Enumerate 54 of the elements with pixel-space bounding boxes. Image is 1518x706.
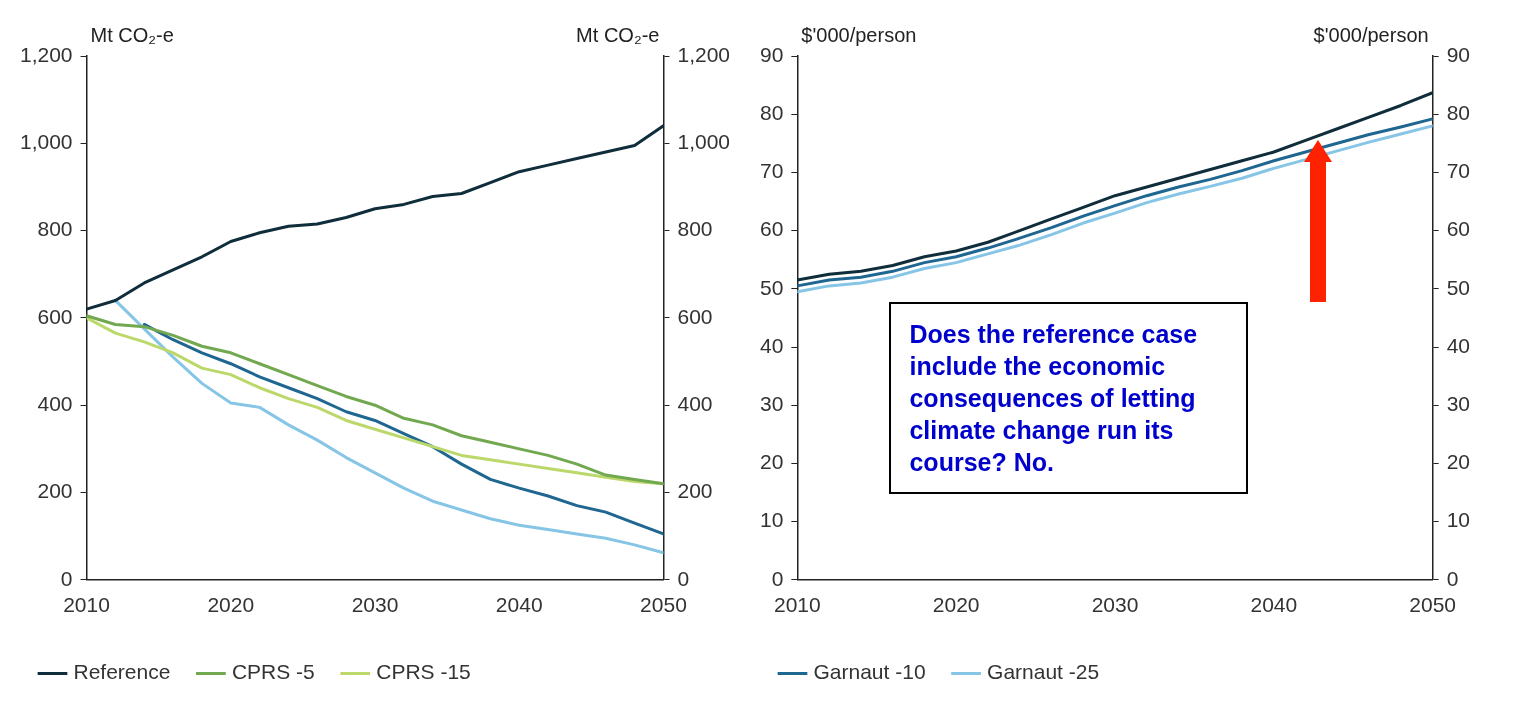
x-tick-label: 2040 [495, 593, 543, 617]
annotation: Does the reference case include the economic consequences of letting climate change run its course? No. [889, 302, 1249, 495]
y-tick-label: 800 [37, 217, 73, 241]
y-tick-label: 60 [760, 217, 784, 241]
x-tick-label: 2020 [207, 593, 255, 617]
y2-axis-title: $'000/person [1313, 23, 1429, 46]
x-tick-label: 2040 [1250, 593, 1298, 617]
x-tick-label: 2030 [351, 593, 399, 617]
x-tick-label: 2020 [932, 593, 980, 617]
y2-tick-label: 70 [1446, 159, 1470, 183]
y-tick-label: 1,200 [19, 42, 73, 66]
y2-tick-label: 400 [677, 392, 713, 415]
y-tick-label: 20 [760, 450, 784, 474]
y2-tick-label: 20 [1446, 450, 1470, 474]
y-tick-label: 0 [60, 566, 73, 590]
y2-tick-label: 50 [1446, 275, 1470, 299]
y2-tick-label: 10 [1446, 508, 1470, 532]
y-tick-label: 70 [760, 159, 784, 183]
x-tick-label: 2010 [774, 593, 821, 617]
legend-label: CPRS -15 [376, 660, 471, 684]
y-tick-label: 50 [760, 275, 784, 299]
x-tick-label: 2050 [1409, 593, 1456, 617]
y2-tick-label: 600 [677, 304, 713, 328]
legend-label: Garnaut -25 [987, 660, 1100, 684]
y2-tick-label: 30 [1446, 392, 1470, 415]
y2-axis-title: Mt CO₂-e [576, 23, 660, 46]
y2-tick-label: 90 [1446, 42, 1470, 66]
legend-label: Reference [73, 660, 171, 684]
y-axis-title: Mt CO₂-e [90, 23, 174, 46]
y-axis-title: $'000/person [801, 23, 917, 46]
legend-label: Garnaut -10 [813, 660, 926, 684]
y-tick-label: 200 [37, 479, 73, 503]
y2-tick-label: 40 [1446, 333, 1470, 357]
y-tick-label: 1,000 [19, 130, 73, 154]
y-tick-label: 10 [760, 508, 784, 532]
y-tick-label: 0 [771, 566, 784, 590]
y2-tick-label: 60 [1446, 217, 1470, 241]
y-tick-label: 40 [760, 333, 784, 357]
y2-tick-label: 200 [677, 479, 713, 503]
y2-tick-label: 1,200 [677, 42, 731, 66]
y2-tick-label: 800 [677, 217, 713, 241]
y2-tick-label: 1,000 [677, 130, 731, 154]
y-tick-label: 600 [37, 304, 73, 328]
legend-label: CPRS -5 [231, 660, 315, 684]
y2-tick-label: 80 [1446, 101, 1470, 124]
y-tick-label: 30 [760, 392, 784, 415]
x-tick-label: 2050 [640, 593, 687, 617]
y2-tick-label: 0 [677, 566, 690, 590]
x-tick-label: 2010 [63, 593, 110, 617]
y-tick-label: 90 [760, 42, 784, 66]
y2-tick-label: 0 [1446, 566, 1459, 590]
x-tick-label: 2030 [1091, 593, 1139, 617]
y-tick-label: 80 [760, 101, 784, 124]
y-tick-label: 400 [37, 392, 73, 415]
